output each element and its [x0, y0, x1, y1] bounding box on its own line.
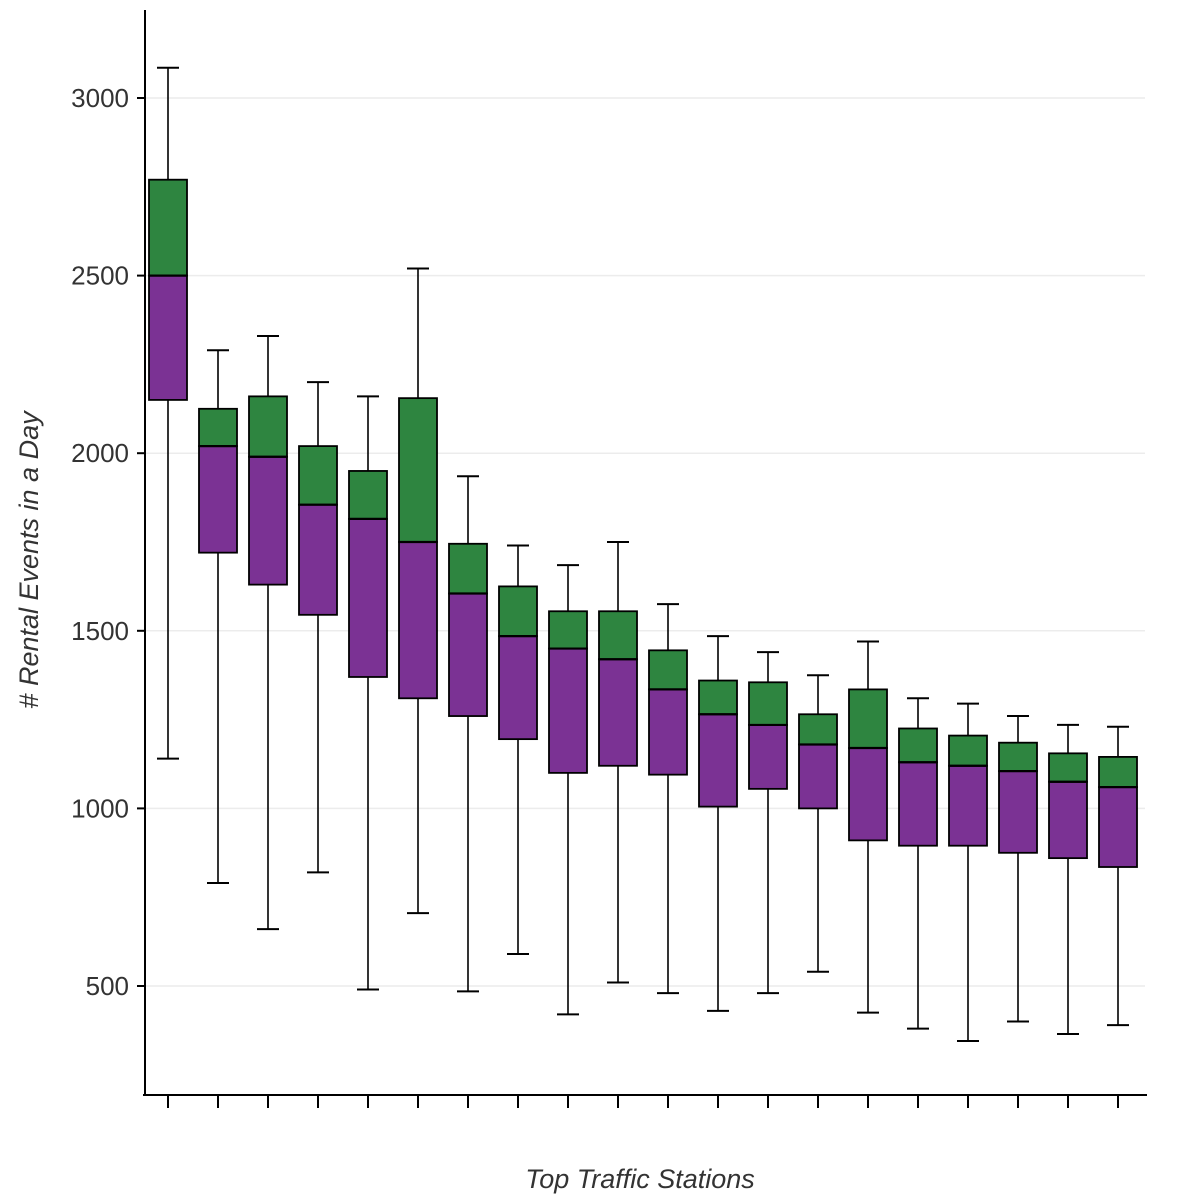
y-axis-ticks	[137, 97, 145, 987]
y-tick-label-2500: 2500	[71, 261, 129, 291]
boxplot-9	[548, 564, 588, 1016]
box-lower-segment	[948, 764, 988, 847]
box-lower-segment	[198, 445, 238, 554]
boxplot-13	[748, 651, 788, 995]
box-lower-segment	[298, 503, 338, 616]
box-lower-segment	[598, 658, 638, 767]
box-upper-segment	[548, 610, 588, 650]
boxplot-14	[798, 674, 838, 973]
y-axis-title: # Rental Events in a Day	[14, 410, 44, 709]
box-lower-segment	[798, 743, 838, 810]
boxplot-18	[998, 715, 1038, 1023]
box-upper-segment	[748, 681, 788, 726]
box-upper-segment	[148, 178, 188, 277]
boxplot-2	[198, 349, 238, 884]
box-upper-segment	[798, 713, 838, 746]
box-upper-segment	[648, 649, 688, 691]
boxplot-4	[298, 381, 338, 874]
box-upper-segment	[198, 407, 238, 447]
box-lower-segment	[748, 724, 788, 790]
y-tick-label-1500: 1500	[71, 616, 129, 646]
boxplot-8	[498, 544, 538, 956]
box-upper-segment	[248, 395, 288, 458]
boxplot-20	[1098, 725, 1138, 1027]
box-upper-segment	[1048, 752, 1088, 783]
box-upper-segment	[598, 610, 638, 661]
boxplot-16	[898, 697, 938, 1030]
box-upper-segment	[948, 734, 988, 767]
box-upper-segment	[498, 585, 538, 638]
box-upper-segment	[448, 542, 488, 595]
box-upper-segment	[1098, 755, 1138, 788]
box-lower-segment	[848, 747, 888, 842]
x-axis-ticks	[167, 1095, 1119, 1108]
boxplot-5	[348, 395, 388, 991]
boxplot-6	[398, 267, 438, 915]
box-upper-segment	[848, 688, 888, 749]
box-upper-segment	[348, 470, 388, 520]
y-tick-label-1000: 1000	[71, 793, 129, 823]
boxplot-1	[148, 66, 188, 760]
box-upper-segment	[698, 679, 738, 716]
y-axis-tick-labels: 500 1000 1500 2000 2500 3000	[71, 83, 129, 1001]
box-lower-segment	[148, 274, 188, 401]
y-tick-label-500: 500	[86, 971, 129, 1001]
y-tick-label-2000: 2000	[71, 438, 129, 468]
box-lower-segment	[498, 635, 538, 741]
y-tick-label-3000: 3000	[71, 83, 129, 113]
box-lower-segment	[248, 455, 288, 586]
boxplot-7	[448, 475, 488, 993]
box-lower-segment	[548, 647, 588, 774]
box-upper-segment	[898, 727, 938, 764]
boxplot-series	[148, 66, 1138, 1043]
box-upper-segment	[298, 445, 338, 506]
box-upper-segment	[398, 397, 438, 543]
boxplot-11	[648, 603, 688, 995]
box-lower-segment	[1048, 780, 1088, 860]
boxplot-12	[698, 635, 738, 1012]
boxplot-10	[598, 541, 638, 984]
boxplot-19	[1048, 723, 1088, 1035]
box-lower-segment	[398, 541, 438, 700]
boxplot-15	[848, 640, 888, 1014]
box-upper-segment	[998, 741, 1038, 773]
box-lower-segment	[648, 688, 688, 776]
x-axis-title: Top Traffic Stations	[525, 1164, 755, 1194]
box-lower-segment	[898, 761, 938, 847]
boxplot-3	[248, 334, 288, 931]
box-lower-segment	[698, 713, 738, 808]
boxplot-17	[948, 702, 988, 1043]
box-lower-segment	[998, 770, 1038, 854]
box-lower-segment	[1098, 786, 1138, 868]
box-lower-segment	[448, 592, 488, 717]
box-lower-segment	[348, 518, 388, 678]
